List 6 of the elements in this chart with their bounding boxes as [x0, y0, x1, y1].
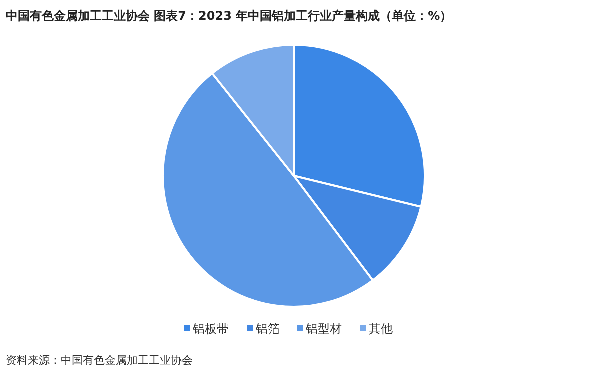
legend-label: 其他	[369, 322, 393, 336]
legend-label: 铝箔	[255, 322, 280, 336]
text: 资料来源：中国有色金属加工工业协会	[6, 354, 193, 367]
chart-title: 中国有色金属加工工业协会 图表7：2023 年中国铝加工行业产量构成（单位：%）	[6, 9, 452, 23]
legend-label: 铝型材	[305, 322, 342, 336]
legend-label: 铝板带	[192, 322, 229, 336]
